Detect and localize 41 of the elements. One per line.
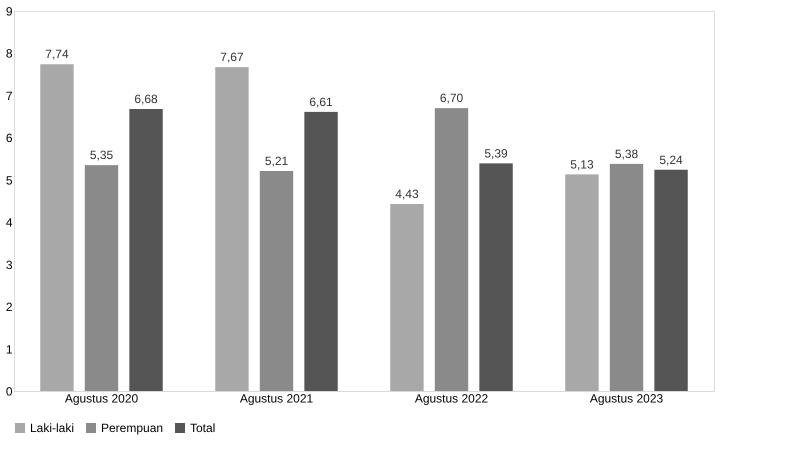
bar xyxy=(215,67,249,391)
bar xyxy=(260,171,294,391)
data-label: 5,35 xyxy=(90,148,114,162)
legend-label: Laki-laki xyxy=(30,421,74,435)
data-label: 5,13 xyxy=(570,157,594,172)
data-label: 6,61 xyxy=(309,94,334,109)
data-label: 6,68 xyxy=(134,92,158,106)
bar xyxy=(654,170,688,391)
data-label: 6,70 xyxy=(440,91,464,106)
y-tick-label: 5 xyxy=(6,173,13,188)
x-tick-label: Agustus 2020 xyxy=(64,392,139,406)
x-tick-label: Agustus 2022 xyxy=(414,392,489,406)
bar xyxy=(610,164,644,391)
data-label: 5,39 xyxy=(484,146,508,160)
y-tick-label: 2 xyxy=(6,300,13,314)
y-tick-label: 7 xyxy=(6,88,13,103)
legend-label: Total xyxy=(190,421,216,435)
y-tick-label: 6 xyxy=(6,131,13,146)
data-label: 5,21 xyxy=(264,154,288,168)
bar xyxy=(129,108,163,391)
y-tick-label: 4 xyxy=(6,216,13,230)
data-label: 5,24 xyxy=(659,152,684,167)
bar xyxy=(565,174,599,391)
data-label: 7,74 xyxy=(45,47,69,62)
data-label: 7,67 xyxy=(220,50,244,64)
bar xyxy=(304,112,338,391)
y-tick-label: 3 xyxy=(6,258,13,272)
bar xyxy=(40,64,74,391)
bar xyxy=(479,163,513,391)
legend-label: Perempuan xyxy=(101,421,164,435)
x-tick-label: Agustus 2023 xyxy=(590,392,664,406)
y-tick-label: 1 xyxy=(6,342,13,356)
data-label: 4,43 xyxy=(395,186,419,201)
bar xyxy=(390,204,424,391)
y-tick-label: 8 xyxy=(6,46,13,61)
bar xyxy=(434,108,468,391)
bar xyxy=(84,165,118,391)
data-label: 5,38 xyxy=(614,146,638,161)
x-tick-label: Agustus 2021 xyxy=(240,392,314,406)
y-tick-label: 9 xyxy=(6,4,13,18)
y-tick-label: 0 xyxy=(6,384,13,398)
